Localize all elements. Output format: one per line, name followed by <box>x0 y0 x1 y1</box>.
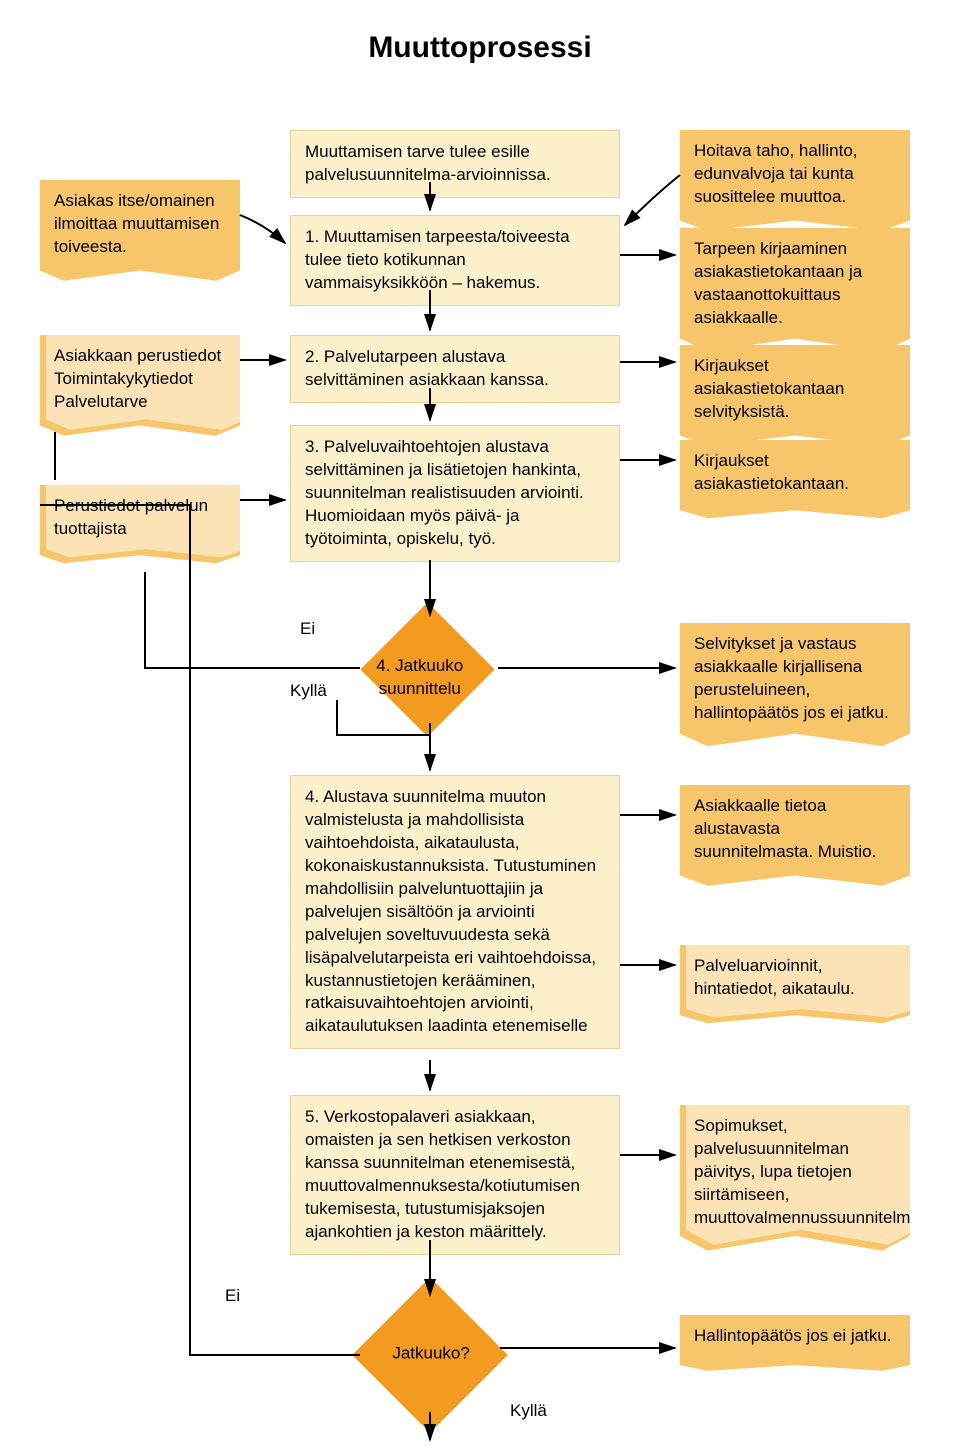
box-step3: 3. Palveluvaihtoehtojen alustava selvitt… <box>290 425 620 562</box>
box-step4: 4. Alustava suunnitelma muuton valmistel… <box>290 775 620 1049</box>
box-step5: 5. Verkostopalaveri asiakkaan, omaisten … <box>290 1095 620 1255</box>
page-title: Muuttoprosessi <box>0 0 960 109</box>
note-left-a: Asiakas itse/omainen ilmoittaa muuttamis… <box>40 180 240 283</box>
label-ei-2: Ei <box>225 1285 240 1308</box>
diamond-1-label: 4. Jatkuuko suunnittelu <box>343 655 495 701</box>
note-right-1: Hoitava taho, hallinto, edunvalvoja tai … <box>680 130 910 233</box>
note-right-5: Selvitykset ja vastaus asiakkaalle kirja… <box>680 623 910 749</box>
diamond-2-label: Jatkuuko? <box>343 1342 519 1365</box>
label-ei-1: Ei <box>300 618 315 641</box>
note-right-4: Kirjaukset asiakastietokantaan. <box>680 440 910 520</box>
note-right-9: Hallintopäätös jos ei jatku. <box>680 1315 910 1372</box>
note-right-8: Sopimukset, palvelusuunnitelman päivitys… <box>680 1105 910 1254</box>
note-right-7: Palveluarvioinnit, hintatiedot, aikataul… <box>680 945 910 1025</box>
label-kylla-2: Kyllä <box>510 1400 547 1423</box>
label-kylla-1: Kyllä <box>290 680 327 703</box>
box-step2: 2. Palvelutarpeen alustava selvittäminen… <box>290 335 620 403</box>
diamond-1: 4. Jatkuuko suunnittelu <box>360 602 494 736</box>
note-right-3: Kirjaukset asiakastietokantaan selvityks… <box>680 345 910 448</box>
note-left-b: Asiakkaan perustiedot Toimintakykytiedot… <box>40 335 240 438</box>
diamond-2: Jatkuuko? <box>352 1277 508 1433</box>
box-start: Muuttamisen tarve tulee esille palvelusu… <box>290 130 620 198</box>
note-right-2: Tarpeen kirjaaminen asiakastietokantaan … <box>680 228 910 354</box>
note-left-c: Perustiedot palvelun tuottajista <box>40 485 240 565</box>
note-right-6: Asiakkaalle tietoa alustavasta suunnitel… <box>680 785 910 888</box>
box-step1: 1. Muuttamisen tarpeesta/toiveesta tulee… <box>290 215 620 306</box>
